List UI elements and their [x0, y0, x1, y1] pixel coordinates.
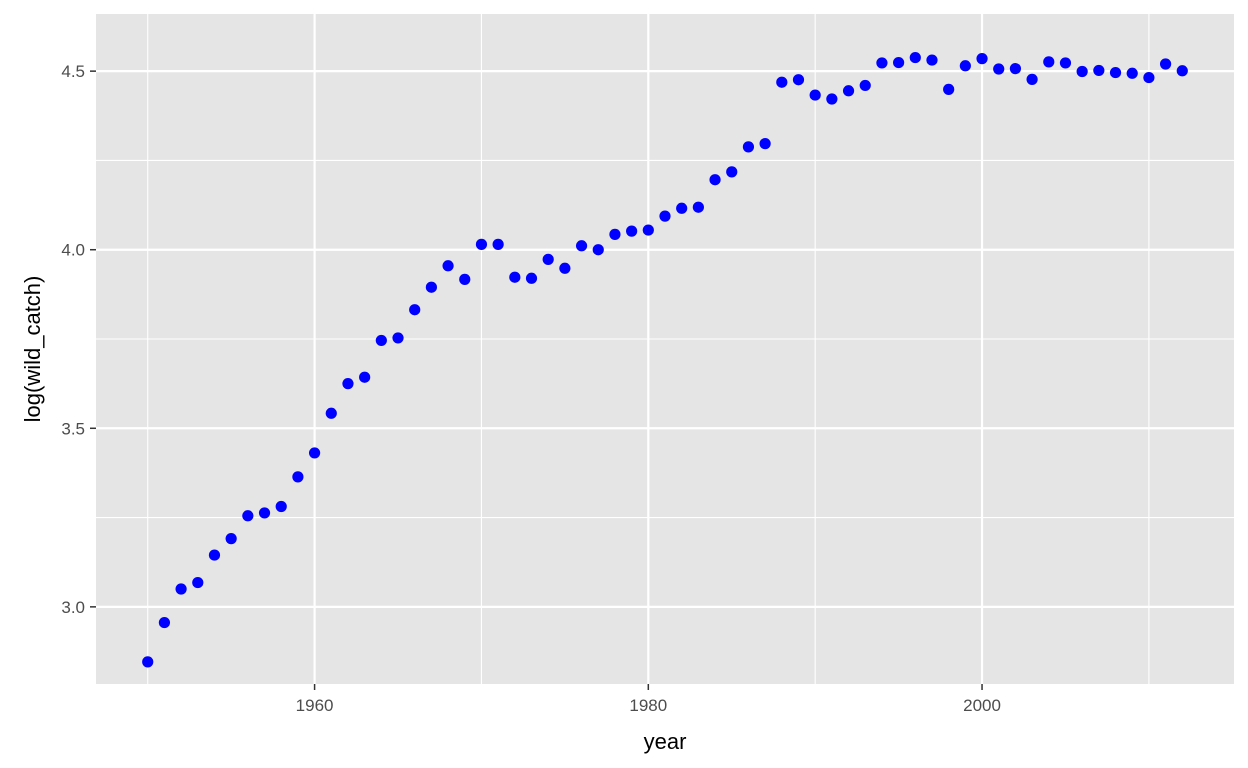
- data-point: [592, 244, 604, 256]
- data-point: [242, 510, 254, 522]
- data-point: [676, 202, 688, 214]
- data-point: [776, 76, 788, 88]
- data-point: [842, 85, 855, 97]
- data-point: [926, 54, 938, 66]
- grid-lines: [96, 14, 1234, 684]
- y-tick-label: 4.0: [61, 241, 85, 260]
- data-point: [959, 60, 971, 72]
- data-point: [325, 407, 337, 419]
- data-point: [759, 138, 771, 150]
- y-axis-ticks: 3.0 3.5 4.0 4.5: [61, 62, 96, 617]
- data-point: [809, 89, 821, 101]
- data-point: [876, 57, 888, 69]
- x-tick-label: 1960: [296, 696, 334, 715]
- data-point: [425, 281, 437, 293]
- data-point: [308, 447, 321, 459]
- data-point: [142, 656, 154, 668]
- data-point: [575, 240, 588, 252]
- data-point: [1176, 65, 1188, 77]
- data-point: [792, 74, 805, 86]
- data-point: [175, 583, 187, 595]
- data-point: [1059, 57, 1072, 69]
- data-point: [1026, 73, 1038, 85]
- data-point: [1126, 67, 1138, 79]
- data-point: [158, 616, 171, 629]
- data-point: [542, 253, 554, 265]
- data-point: [943, 83, 955, 95]
- data-point: [492, 238, 504, 250]
- data-point: [1143, 71, 1155, 84]
- data-point: [359, 371, 371, 383]
- y-axis-title: log(wild_catch): [20, 276, 45, 423]
- data-point: [642, 224, 654, 236]
- data-point: [909, 51, 921, 64]
- x-axis-ticks: 1960 1980 2000: [296, 684, 1001, 715]
- y-tick-label: 4.5: [61, 62, 85, 81]
- data-point: [525, 272, 538, 284]
- data-point: [726, 166, 738, 178]
- data-point: [375, 334, 387, 347]
- data-point: [292, 471, 304, 483]
- x-tick-label: 1980: [629, 696, 667, 715]
- data-point: [509, 271, 521, 283]
- plot-panel: [96, 14, 1234, 684]
- data-point: [1109, 66, 1122, 79]
- data-point: [442, 260, 454, 272]
- data-point: [1009, 63, 1022, 75]
- data-point: [993, 63, 1005, 75]
- data-point: [626, 225, 638, 237]
- data-point: [893, 56, 905, 69]
- data-point: [258, 507, 271, 519]
- data-point: [459, 273, 471, 285]
- data-point: [559, 262, 571, 274]
- data-point: [742, 141, 755, 153]
- data-points: [142, 51, 1188, 668]
- data-point: [475, 238, 488, 250]
- y-tick-label: 3.0: [61, 598, 85, 617]
- x-tick-label: 2000: [963, 696, 1001, 715]
- data-point: [1043, 56, 1055, 68]
- x-axis-title: year: [644, 729, 687, 754]
- data-point: [342, 378, 354, 390]
- data-point: [392, 332, 404, 344]
- data-point: [192, 576, 204, 589]
- data-point: [1159, 58, 1172, 70]
- data-point: [609, 228, 621, 240]
- data-point: [826, 93, 838, 105]
- data-point: [692, 201, 704, 213]
- data-point: [208, 549, 221, 561]
- data-point: [225, 533, 237, 545]
- data-point: [659, 210, 671, 222]
- data-point: [1076, 65, 1088, 78]
- data-point: [1093, 64, 1105, 77]
- y-tick-label: 3.5: [61, 419, 85, 438]
- data-point: [275, 500, 287, 513]
- data-point: [859, 79, 871, 92]
- data-point: [409, 304, 421, 316]
- data-point: [709, 174, 721, 186]
- data-point: [976, 53, 988, 65]
